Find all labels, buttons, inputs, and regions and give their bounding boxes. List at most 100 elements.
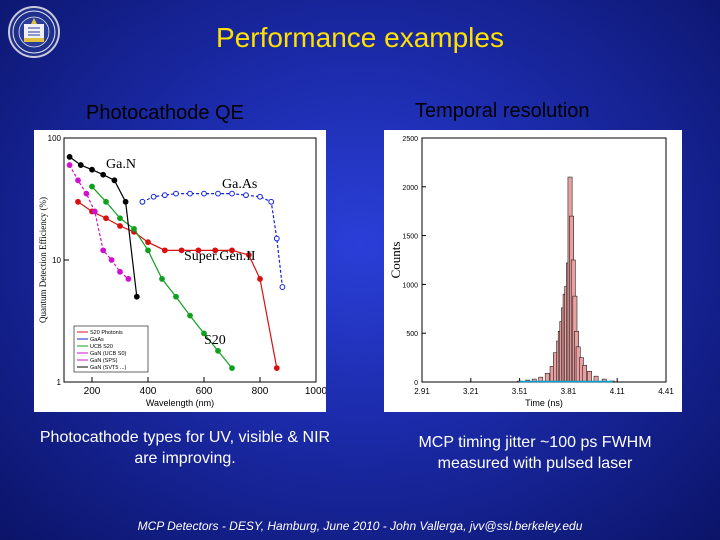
- timing-y-tick-label: 2500: [402, 136, 418, 143]
- qe-data-point: [75, 177, 81, 184]
- timing-x-tick-label: 3.81: [561, 387, 577, 396]
- qe-data-point: [83, 190, 90, 197]
- qe-data-point: [117, 223, 123, 229]
- qe-data-point: [125, 275, 132, 282]
- timing-x-tick-label: 4.41: [658, 387, 674, 396]
- qe-data-point: [215, 190, 221, 197]
- qe-data-point: [150, 193, 157, 200]
- qe-data-point: [273, 365, 280, 371]
- qe-legend-box: [73, 325, 149, 373]
- qe-legend-label: S20 Photonis: [90, 330, 123, 336]
- timing-plot-frame: [421, 137, 667, 383]
- qe-data-point: [111, 177, 118, 184]
- qe-data-point: [257, 275, 263, 282]
- qe-chart-heading: Photocathode QE: [86, 102, 244, 124]
- qe-data-point: [89, 183, 95, 190]
- qe-data-point: [117, 215, 123, 222]
- qe-data-point: [229, 365, 235, 371]
- qe-data-point: [75, 198, 81, 205]
- qe-x-tick-label: 800: [252, 386, 269, 397]
- qe-data-point: [100, 171, 107, 178]
- qe-data-point: [201, 330, 207, 337]
- qe-data-point: [173, 293, 179, 300]
- qe-annotation: Super.Gen.II: [184, 249, 256, 264]
- timing-caption: MCP timing jitter ~100 ps FWHM measured …: [418, 434, 652, 472]
- qe-legend-label: GaN (SVT5 ...): [90, 365, 127, 371]
- qe-data-point: [178, 247, 185, 254]
- timing-x-tick-label: 2.91: [414, 387, 430, 396]
- qe-data-point: [91, 208, 98, 215]
- qe-data-point: [139, 198, 146, 205]
- qe-legend-label: GaN (SPS): [90, 358, 118, 364]
- qe-data-point: [215, 347, 221, 354]
- timing-chart: 2.91 3.21 3.51 3.81 4.11 4.41 0 500 1000 1500 2000…: [388, 136, 674, 408]
- qe-y-tick-label: 1: [57, 378, 62, 387]
- qe-legend-label: GaN (UCB S0): [90, 351, 127, 357]
- qe-caption: Photocathode types for UV, visible & NIR…: [39, 429, 331, 467]
- timing-y-tick-label: 1500: [402, 234, 418, 241]
- qe-legend-label: UCB S20: [90, 344, 113, 350]
- qe-data-point: [100, 247, 107, 254]
- timing-y-axis-title: Counts: [388, 242, 403, 279]
- qe-x-axis-title: Wavelength (nm): [146, 398, 214, 408]
- qe-chart: 200 400 600 800 1000 1 10 100 Wavelength (nm) Qua…: [38, 134, 328, 408]
- qe-chart-panel: 200 400 600 800 1000 1 10 100 Wavelength (nm) Qua…: [34, 130, 328, 412]
- qe-data-point: [173, 190, 179, 197]
- histogram-bar: [587, 371, 592, 383]
- qe-annotation: Ga.N: [106, 157, 136, 172]
- qe-annotation: S20: [204, 333, 226, 348]
- timing-x-tick-label: 3.21: [463, 387, 479, 396]
- qe-data-point: [187, 190, 193, 197]
- qe-data-point: [273, 235, 280, 242]
- qe-data-point: [257, 193, 263, 200]
- qe-data-point: [131, 225, 137, 232]
- timing-chart-panel: 2.91 3.21 3.51 3.81 4.11 4.41 0 500 1000 1500 2000…: [384, 130, 682, 412]
- qe-y-tick-label: 10: [52, 256, 61, 265]
- timing-x-tick-label: 4.11: [610, 387, 626, 396]
- qe-data-point: [145, 247, 151, 254]
- qe-data-point: [229, 247, 235, 254]
- qe-x-tick-label: 600: [196, 386, 213, 397]
- qe-data-point: [161, 247, 168, 254]
- qe-data-point: [108, 257, 115, 263]
- qe-y-axis-title: Quantum Detection Efficiency (%): [38, 197, 48, 323]
- qe-data-point: [245, 252, 252, 258]
- slide-title: Performance examples: [216, 22, 504, 53]
- qe-data-point: [279, 284, 286, 290]
- timing-y-tick-label: 500: [406, 331, 418, 338]
- qe-data-point: [201, 190, 207, 197]
- qe-data-point: [103, 198, 109, 205]
- qe-data-point: [161, 192, 168, 199]
- qe-x-tick-label: 1000: [305, 386, 326, 397]
- qe-data-point: [243, 192, 249, 199]
- timing-chart-heading: Temporal resolution: [415, 100, 590, 122]
- qe-x-tick-label: 200: [84, 386, 101, 397]
- qe-data-point: [103, 215, 109, 222]
- qe-data-point: [212, 247, 219, 254]
- slide-footer: MCP Detectors - DESY, Hamburg, June 2010…: [137, 519, 583, 533]
- timing-y-tick-label: 1000: [402, 282, 418, 289]
- timing-x-tick-label: 3.51: [512, 387, 528, 396]
- qe-data-point: [122, 198, 129, 205]
- qe-data-point: [133, 293, 140, 300]
- qe-data-point: [268, 198, 275, 205]
- timing-y-tick-label: 0: [414, 380, 418, 387]
- qe-data-point: [229, 190, 235, 197]
- qe-data-point: [66, 162, 73, 168]
- timing-x-axis-title: Time (ns): [525, 398, 563, 408]
- histogram-bar: [544, 372, 550, 383]
- qe-annotation: Ga.As: [222, 177, 257, 192]
- qe-data-point: [89, 166, 95, 173]
- qe-y-tick-label: 100: [48, 134, 62, 143]
- qe-data-point: [195, 247, 202, 254]
- qe-data-point: [187, 312, 193, 319]
- qe-data-point: [159, 275, 165, 282]
- qe-legend-label: GaAs: [90, 337, 104, 343]
- qe-x-tick-label: 400: [140, 386, 157, 397]
- qe-data-point: [145, 239, 151, 246]
- qe-data-point: [77, 162, 84, 168]
- university-seal-logo: [8, 6, 60, 58]
- qe-data-point: [117, 268, 123, 275]
- histogram-bar: [582, 365, 588, 383]
- qe-data-point: [66, 153, 73, 160]
